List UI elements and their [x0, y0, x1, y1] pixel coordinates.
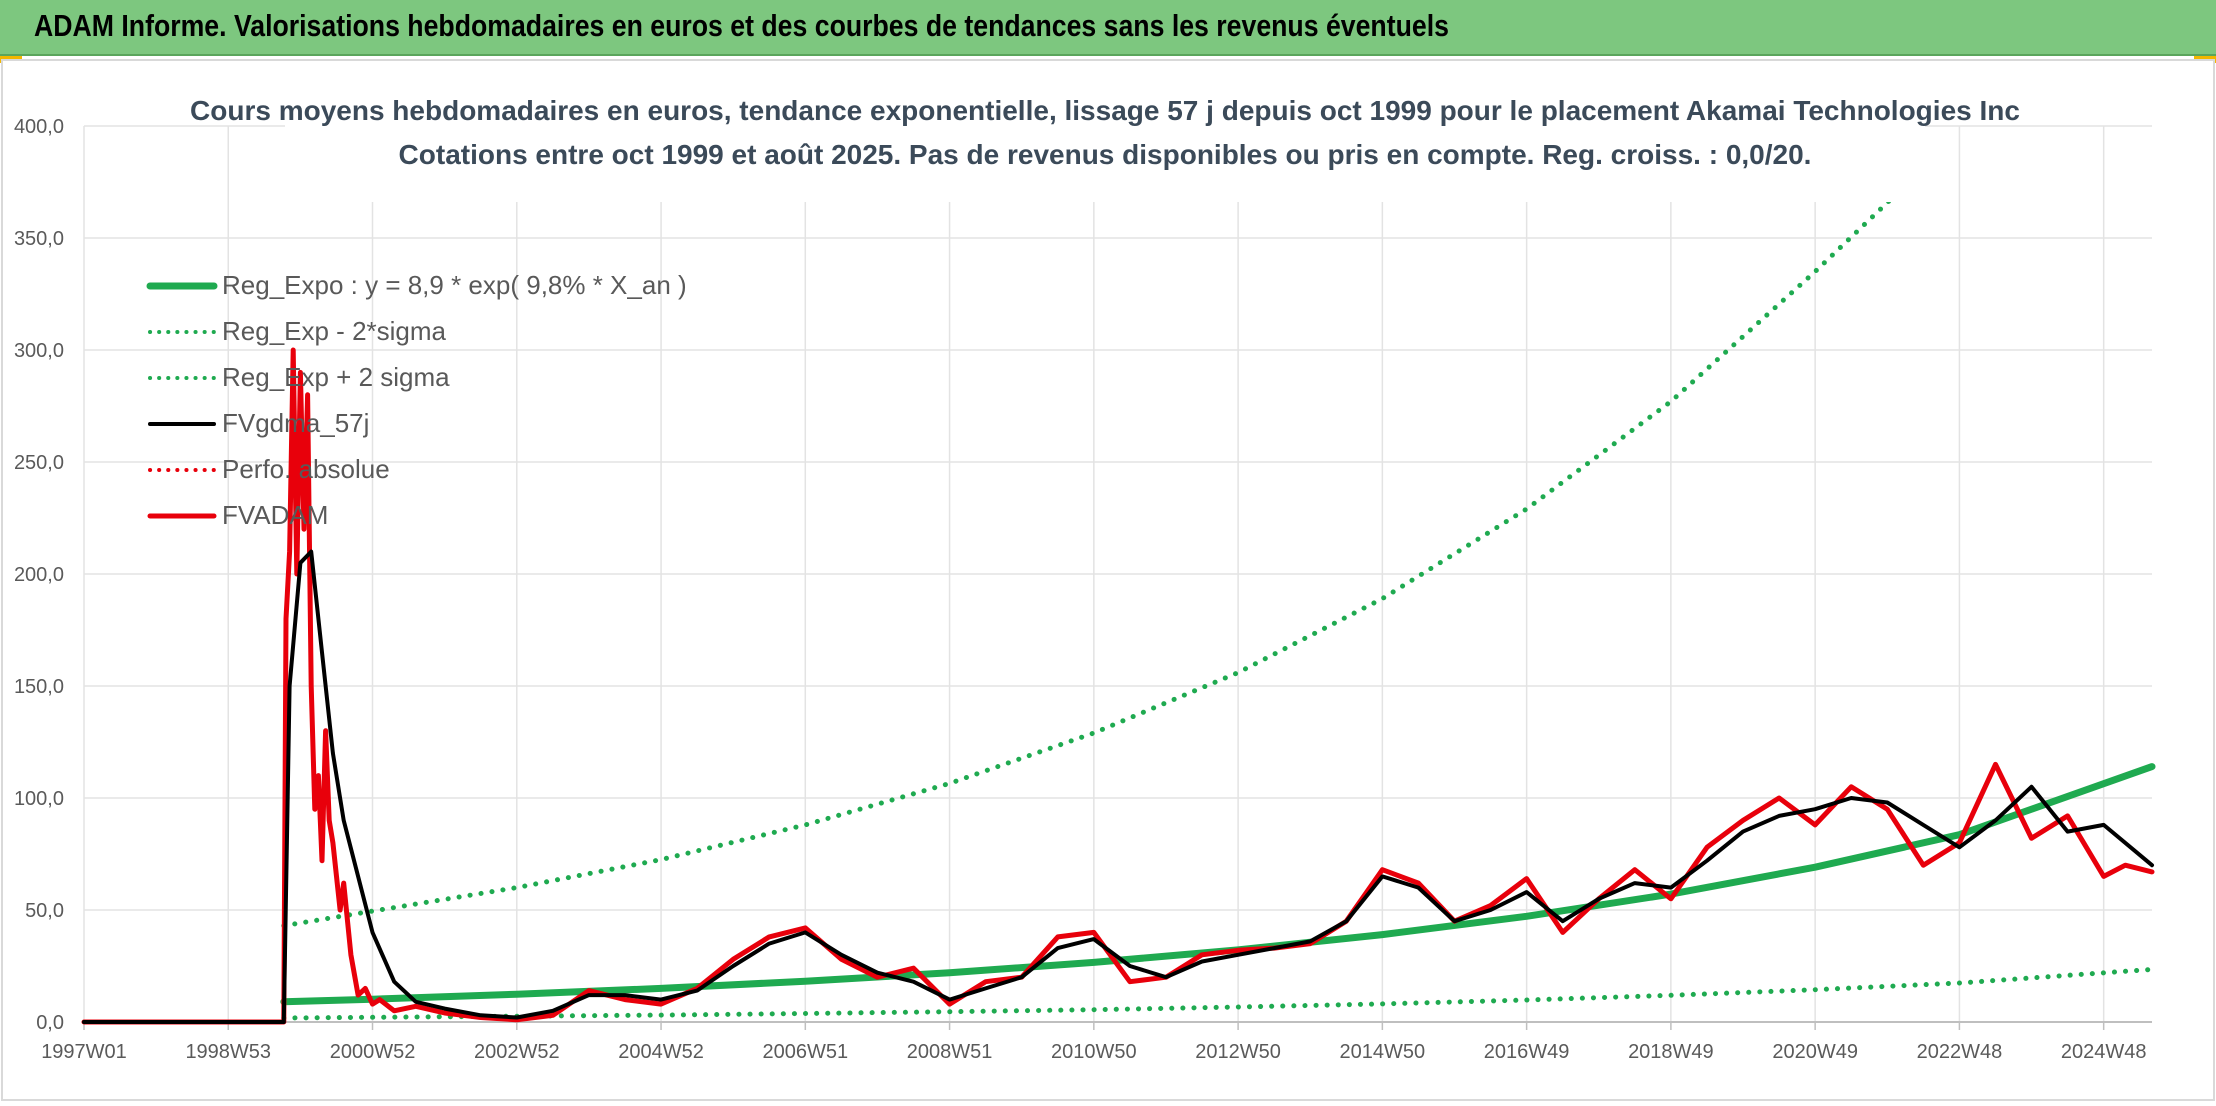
x-tick-label: 2016W49 [1484, 1041, 1570, 1063]
y-tick-label: 50,0 [25, 900, 64, 922]
x-tick-label: 2014W50 [1340, 1041, 1426, 1063]
x-tick-label: 2010W50 [1051, 1041, 1137, 1063]
series-line [280, 763, 2156, 1006]
x-tick-label: 2022W48 [1917, 1041, 2003, 1063]
y-tick-label: 300,0 [14, 340, 64, 362]
legend: Reg_Expo : y = 8,9 * exp( 9,8% * X_an ) R… [146, 270, 687, 530]
legend-label: FVgdma_57j [222, 408, 369, 438]
series-layer [81, 179, 2156, 1025]
legend-label: FVADAM [222, 500, 328, 530]
series-line [81, 347, 2155, 1025]
y-tick-label: 150,0 [14, 676, 64, 698]
chart-title: Cours moyens hebdomadaires en euros, ten… [190, 95, 2020, 126]
y-tick-label: 0,0 [36, 1012, 64, 1034]
x-tick-label: 1997W01 [41, 1041, 127, 1063]
chart-frame [1, 59, 2215, 1101]
title-backdrop [285, 92, 1925, 202]
x-tick-label: 2020W49 [1772, 1041, 1858, 1063]
chart-subtitle: Cotations entre oct 1999 et août 2025. P… [399, 139, 1812, 170]
x-tick-label: 2008W51 [907, 1041, 993, 1063]
line-chart: Cours moyens hebdomadaires en euros, ten… [1, 59, 2215, 1101]
legend-label: Perfo. absolue [222, 454, 390, 484]
series-line [281, 179, 1912, 929]
y-tick-label: 100,0 [14, 788, 64, 810]
x-tick-label: 2024W48 [2061, 1041, 2147, 1063]
y-tick-label: 350,0 [14, 228, 64, 250]
y-tick-label: 200,0 [14, 564, 64, 586]
x-tick-label: 2006W51 [762, 1041, 848, 1063]
report-title: ADAM Informe. Valorisations hebdomadaire… [34, 8, 1449, 43]
y-tick-label: 400,0 [14, 116, 64, 138]
x-tick-label: 2000W52 [330, 1041, 416, 1063]
legend-label: Reg_Exp + 2 sigma [222, 362, 450, 392]
y-axis-ticks: 0,0 50,0 100,0 150,0 200,0 250,0 300,0 350,0 400… [14, 116, 64, 1034]
x-axis-ticks: 1997W01 1998W53 2000W52 2002W52 2004W52 2006W… [41, 1041, 2146, 1063]
x-tick-label: 2018W49 [1628, 1041, 1714, 1063]
gridlines [83, 125, 2152, 1030]
x-tick-label: 2002W52 [474, 1041, 560, 1063]
legend-label: Reg_Exp - 2*sigma [222, 316, 447, 346]
legend-label: Reg_Expo : y = 8,9 * exp( 9,8% * X_an ) [222, 270, 687, 300]
x-tick-label: 1998W53 [185, 1041, 271, 1063]
series-line [82, 549, 2154, 1024]
x-tick-label: 2012W50 [1195, 1041, 1281, 1063]
x-tick-label: 2004W52 [618, 1041, 704, 1063]
y-tick-label: 250,0 [14, 452, 64, 474]
report-header: ADAM Informe. Valorisations hebdomadaire… [0, 0, 2216, 56]
